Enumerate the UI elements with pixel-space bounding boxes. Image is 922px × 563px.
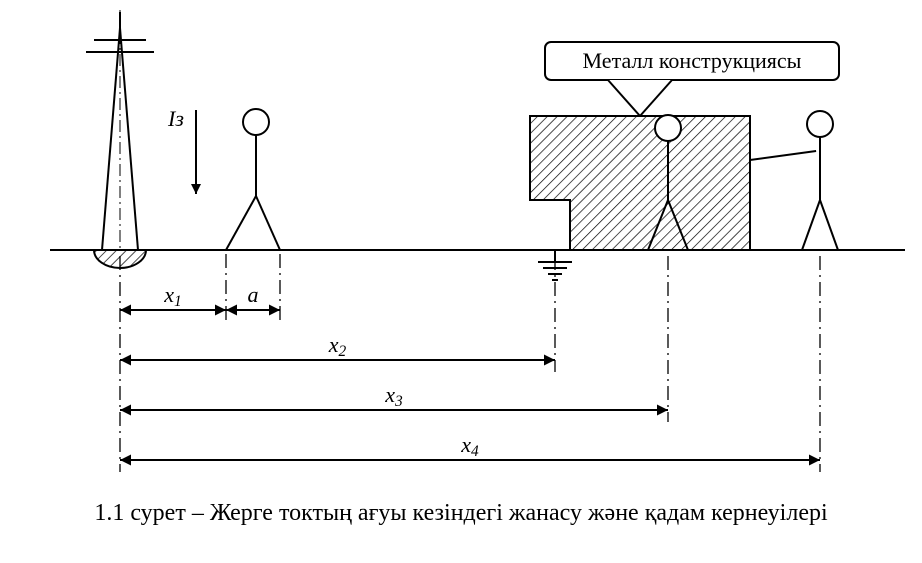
figure-caption: 1.1 сурет – Жерге токтың ағуы кезіндегі … [0,500,922,527]
svg-text:x1: x1 [163,282,181,310]
svg-text:x2: x2 [328,332,347,360]
diagram-stage: Iз Металл конструкциясы x1 a x2 x3 x4 1.1 суре… [0,0,922,563]
svg-text:Iз: Iз [167,106,184,131]
svg-text:Металл конструкциясы: Металл конструкциясы [583,48,802,73]
svg-text:x3: x3 [384,382,403,410]
diagram-svg: Iз Металл конструкциясы x1 a x2 x3 x4 [0,0,922,563]
svg-text:a: a [248,282,259,307]
svg-text:x4: x4 [460,432,479,460]
